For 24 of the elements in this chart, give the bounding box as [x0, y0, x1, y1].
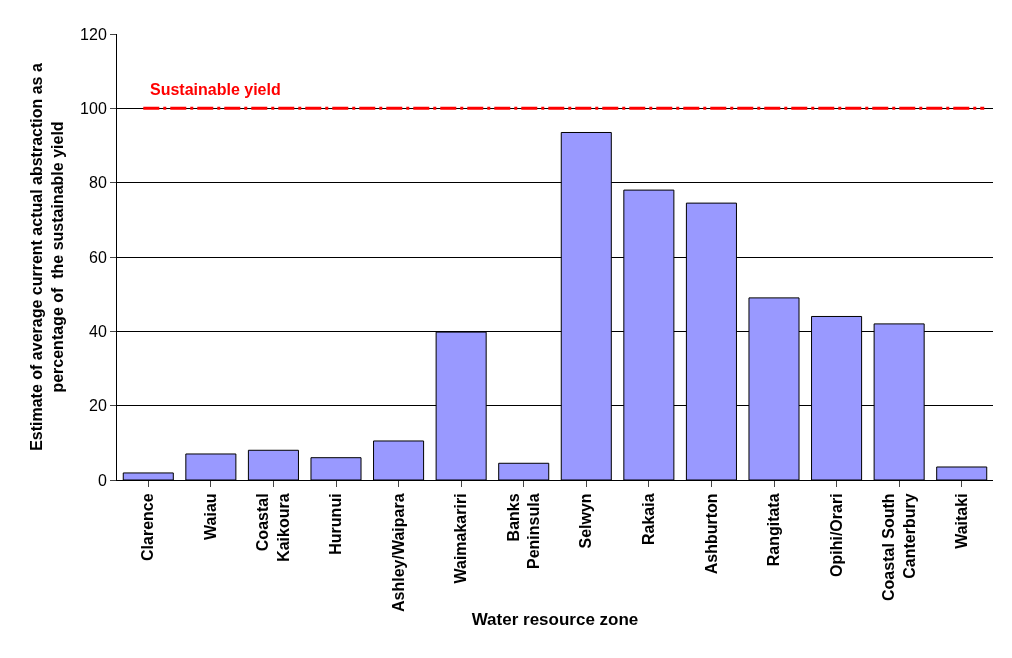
x-tick-label: Ashburton [702, 493, 720, 575]
x-tick-label: Rangitata [765, 493, 783, 567]
x-axis-title: Water resource zone [471, 610, 639, 630]
y-tick-label: 80 [89, 174, 107, 192]
y-tick-label: 20 [89, 397, 107, 415]
x-tick-label: Rakaia [640, 493, 658, 545]
x-tick-label: Waimakariri [452, 493, 470, 584]
x-tick-label: Waiau [202, 493, 220, 540]
x-tick-label: Coastal Kaikoura [254, 493, 293, 562]
y-tick-label: 0 [97, 471, 107, 489]
y-tick-label: 120 [80, 25, 107, 43]
x-tick-label: Waitaki [952, 493, 970, 549]
x-tick-label: Opihi/Orari [827, 493, 845, 577]
x-tick-label: Coastal South Canterbury [879, 493, 918, 601]
x-tick-label: Ashley/Waipara [389, 493, 407, 612]
y-tick-label: 40 [89, 322, 107, 340]
y-axis-title: Estimate of average current actual abstraction as a percentage of the sustainable yield [28, 63, 66, 451]
x-tick-label: Clarence [139, 493, 157, 561]
x-tick-label: Hurunui [327, 493, 345, 555]
ref-line-label: Sustainable yield [150, 81, 281, 98]
x-tick-label: Selwyn [577, 493, 595, 549]
x-tick-label: Banks Peninsula [504, 493, 543, 569]
y-tick-label: 60 [89, 248, 107, 266]
y-tick-label: 100 [80, 99, 107, 117]
